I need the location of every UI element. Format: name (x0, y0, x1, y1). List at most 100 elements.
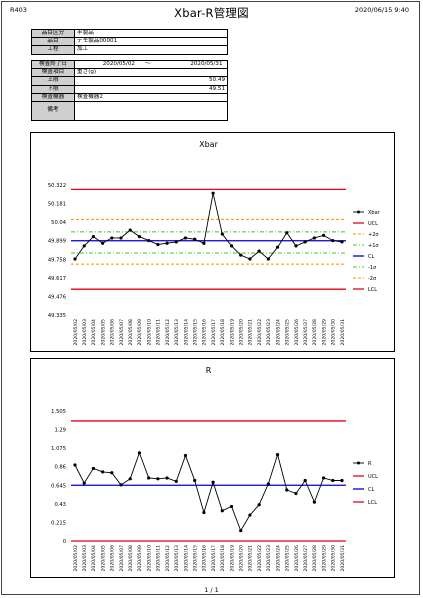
x-tick-label: 2020/05/25 (285, 545, 291, 572)
x-tick-label: 2020/05/09 (137, 319, 143, 346)
x-tick-label: 2020/05/04 (91, 545, 97, 572)
data-point (312, 236, 316, 240)
data-point (303, 240, 307, 244)
data-point (128, 228, 132, 232)
upper-limit-value: 50.49 (74, 76, 228, 86)
data-point (183, 236, 188, 240)
x-tick-label: 2020/05/14 (183, 319, 189, 346)
product-item-value: デモ製品00001 (74, 37, 228, 47)
process-value: 加工 (74, 45, 228, 55)
r-chart-panel: R 1.505 1.29 1.075 0.86 0.645 0.43 0.215 0 2020/0… (30, 358, 395, 578)
data-point (147, 476, 151, 480)
x-tick-label: 2020/05/21 (248, 545, 254, 572)
remarks-label: 備考 (31, 100, 75, 121)
data-point (340, 240, 344, 244)
y-tick-label: 0.215 (51, 520, 66, 526)
x-tick-label: 2020/05/25 (285, 319, 291, 346)
data-point (156, 242, 160, 247)
x-tick-label: 2020/05/21 (248, 319, 254, 346)
data-point (248, 257, 252, 261)
x-tick-label: 2020/05/05 (100, 319, 106, 346)
series-line (74, 451, 342, 532)
x-tick-label: 2020/05/07 (119, 545, 125, 572)
data-point (257, 503, 261, 507)
x-tick-label: 2020/05/14 (183, 545, 189, 572)
data-point (331, 238, 335, 243)
data-point (174, 240, 178, 244)
data-point (229, 244, 234, 248)
x-tick-label: 2020/05/23 (266, 319, 272, 346)
x-tick-label: 2020/05/24 (275, 319, 281, 346)
x-tick-label: 2020/05/22 (257, 545, 263, 572)
legend-entry: LCL (368, 500, 377, 506)
x-tick-label: 2020/05/30 (331, 319, 337, 346)
data-point (211, 191, 215, 195)
x-tick-label: 2020/05/29 (321, 545, 327, 572)
data-point (128, 477, 132, 481)
y-tick-label: 49.335 (48, 313, 66, 319)
legend-entry: R (368, 461, 372, 467)
data-point (257, 249, 261, 253)
y-tick-label: 1.505 (51, 409, 66, 415)
x-tick-label: 2020/05/03 (82, 545, 88, 572)
y-tick-label: 50.322 (48, 183, 66, 189)
data-point (147, 238, 151, 243)
x-tick-label: 2020/05/17 (211, 319, 217, 346)
data-point (340, 478, 344, 483)
legend-entry: -1σ (368, 265, 377, 271)
device-label: 検査機器 (31, 92, 75, 102)
data-point (110, 471, 114, 475)
xbar-chart-panel: Xbar 50.322 50.181 50.04 49.899 49.758 49.617 4… (30, 132, 395, 352)
data-point (275, 453, 280, 457)
x-tick-label: 2020/05/17 (211, 545, 217, 572)
legend-entry: CL (368, 254, 374, 260)
x-tick-label: 2020/05/09 (137, 545, 143, 572)
data-point (248, 513, 252, 517)
data-point (119, 236, 123, 240)
data-point (321, 476, 326, 480)
x-tick-label: 2020/05/10 (146, 545, 152, 572)
data-point (229, 504, 234, 509)
data-point (73, 463, 77, 467)
data-point (312, 500, 316, 504)
x-tick-label: 2020/05/08 (128, 319, 134, 346)
data-point (239, 253, 243, 257)
x-tick-label: 2020/05/06 (110, 319, 116, 346)
data-point (165, 241, 169, 245)
table-row: 下限 49.51 (31, 84, 228, 94)
data-point (119, 483, 123, 487)
legend-marker (357, 461, 360, 465)
x-tick-label: 2020/05/02 (73, 319, 79, 346)
data-point (156, 477, 160, 481)
x-tick-label: 2020/05/05 (100, 545, 106, 572)
data-point (174, 479, 178, 483)
legend-entry: -2σ (368, 276, 377, 282)
report-datetime: 2020/06/15 9:40 (354, 6, 409, 14)
x-tick-label: 2020/05/20 (239, 319, 245, 346)
y-tick-label: 49.476 (48, 294, 66, 300)
table-row: 検査項目 重さ(g) (31, 68, 228, 78)
x-tick-label: 2020/05/13 (174, 319, 180, 346)
chart-title: Xbar (199, 140, 218, 149)
y-tick-label: 1.075 (51, 446, 66, 452)
x-tick-label: 2020/05/12 (165, 319, 171, 346)
data-point (137, 235, 142, 239)
device-value: 検査機器2 (74, 92, 228, 102)
x-tick-label: 2020/05/15 (192, 319, 198, 346)
data-point (193, 237, 197, 241)
report-title: Xbar-R管理図 (174, 6, 249, 20)
table-row: 工程 加工 (31, 45, 228, 55)
product-category-label: 品目区分 (31, 28, 75, 39)
legend-entry: LCL (368, 287, 377, 293)
data-point (211, 480, 215, 484)
x-tick-label: 2020/05/02 (73, 545, 79, 572)
product-category-value: 半製品 (74, 28, 228, 39)
data-point (165, 476, 169, 480)
x-tick-label: 2020/05/18 (220, 545, 226, 572)
data-point (110, 236, 114, 240)
table-row: 検査機器 検査機器2 (31, 92, 228, 102)
data-point (275, 245, 280, 249)
y-tick-label: 49.617 (48, 276, 66, 282)
x-tick-label: 2020/05/10 (146, 319, 152, 346)
